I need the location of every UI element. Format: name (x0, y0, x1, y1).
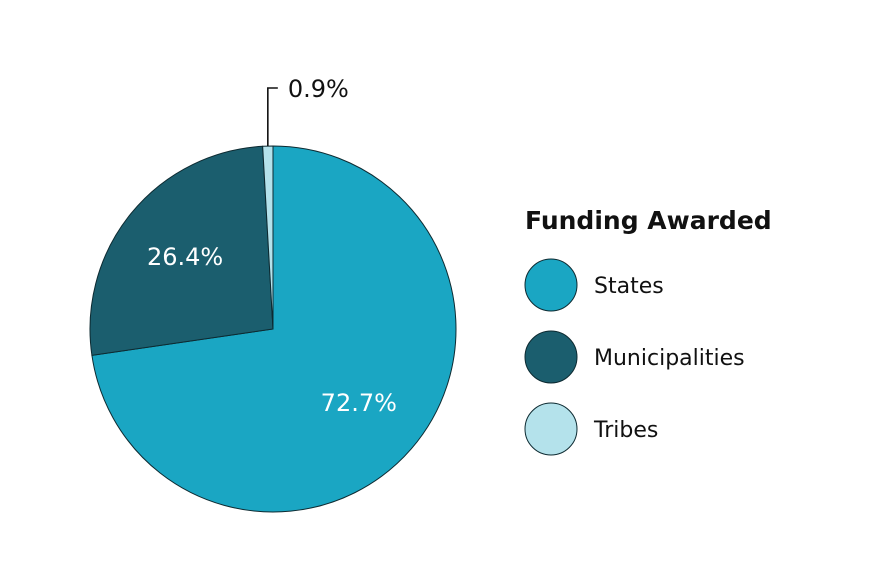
pie-slice-tribes (262, 145, 274, 330)
legend-swatch-tribes (524, 402, 578, 456)
legend-label-municipalities: Municipalities (594, 346, 745, 371)
legend-label-tribes: Tribes (593, 418, 658, 443)
legend-title: Funding Awarded (525, 206, 772, 235)
legend: Funding Awarded States Municipalities Trib… (524, 206, 772, 456)
callout-label-tribes: 0.9% (288, 75, 349, 103)
legend-swatch-states (524, 258, 578, 312)
pie-slice-states (91, 145, 457, 513)
legend-label-states: States (594, 274, 664, 299)
pie-slice-municipalities (89, 145, 274, 356)
slice-label-municipalities: 26.4% (147, 243, 223, 271)
slice-label-states: 72.7% (321, 389, 397, 417)
legend-swatch-municipalities (524, 330, 578, 384)
callout-line-tribes (267, 87, 278, 147)
pie-labels: 72.7% 26.4% 0.9% (147, 75, 397, 417)
pie-slices (89, 145, 457, 513)
